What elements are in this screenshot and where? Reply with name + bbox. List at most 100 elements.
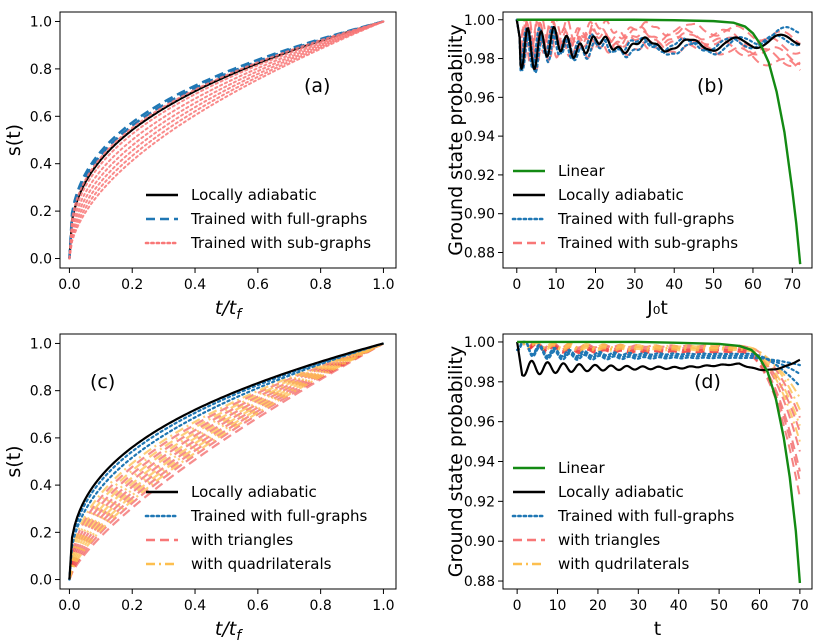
series-line-trained-with-full-graphs-0 bbox=[68, 20, 384, 259]
y-tick-label: 0.88 bbox=[464, 574, 495, 590]
y-axis-label: Ground state probability bbox=[445, 346, 467, 577]
series-line-locally-adiabatic-0 bbox=[515, 19, 801, 71]
x-tick-label: 70 bbox=[783, 277, 801, 293]
x-tick-label: 0.0 bbox=[58, 277, 80, 293]
y-tick-label: 0.90 bbox=[464, 207, 495, 223]
series-line-trained-with-full-graphs-1 bbox=[68, 20, 384, 259]
legend-label: Trained with sub-graphs bbox=[190, 234, 371, 252]
x-tick-label: 0.2 bbox=[121, 277, 143, 293]
series-line-with-quadrilaterals-2 bbox=[68, 342, 384, 580]
y-tick-label: 0.0 bbox=[30, 252, 52, 268]
legend: Locally adiabatic Trained with full-graph… bbox=[144, 483, 368, 573]
series-group bbox=[68, 342, 385, 581]
panel-d: 0 10 20 30 40 50 60 70 0.88 0.90 0.92 0.94 0.96 0.98 1… bbox=[445, 333, 813, 640]
y-tick-label: 0.96 bbox=[464, 90, 495, 106]
series-line-with-triangles-7 bbox=[68, 342, 384, 580]
axes-frame bbox=[502, 11, 813, 269]
legend-label: Locally adiabatic bbox=[558, 483, 684, 501]
legend-label: Locally adiabatic bbox=[558, 186, 684, 204]
y-tick-label: 0.8 bbox=[30, 62, 52, 78]
series-line-locally-adiabatic-0 bbox=[516, 341, 801, 377]
y-tick-label: 0.4 bbox=[30, 157, 52, 173]
x-tick-label: 30 bbox=[626, 277, 644, 293]
legend-label: Trained with sub-graphs bbox=[557, 234, 738, 252]
x-tick-label: 60 bbox=[744, 277, 762, 293]
x-axis-label: J₀t bbox=[646, 297, 668, 319]
x-tick-label: 10 bbox=[547, 277, 565, 293]
series-line-linear-0 bbox=[516, 18, 802, 265]
y-tick-label: 1.00 bbox=[464, 13, 495, 29]
y-axis-label: Ground state probability bbox=[445, 24, 467, 255]
legend: Linear Locally adiabatic Trained with full… bbox=[511, 162, 738, 252]
series-line-with-quadrilaterals-3 bbox=[68, 342, 384, 580]
legend: Locally adiabatic Trained with full-graph… bbox=[144, 186, 371, 252]
x-tick-label: 50 bbox=[705, 277, 723, 293]
series-line-with-quadrilaterals-5 bbox=[68, 342, 384, 580]
legend-label: Linear bbox=[558, 459, 605, 477]
legend-label: Locally adiabatic bbox=[191, 483, 317, 501]
x-axis-label: t/tf bbox=[215, 297, 243, 323]
x-tick-label: 0 bbox=[513, 598, 522, 614]
panel-label: (b) bbox=[697, 75, 724, 97]
legend-label: with quadrilaterals bbox=[191, 555, 332, 573]
series-line-linear-0 bbox=[517, 340, 802, 584]
y-tick-label: 1.00 bbox=[464, 335, 495, 351]
series-line-trained-with-sub-graphs-2 bbox=[68, 20, 385, 260]
y-tick-label: 0.6 bbox=[30, 431, 52, 447]
series-line-trained-with-sub-graphs-1 bbox=[68, 20, 385, 260]
x-tick-label: 40 bbox=[665, 277, 683, 293]
y-tick-label: 0.4 bbox=[30, 478, 52, 494]
legend: Linear Locally adiabatic Trained with full… bbox=[511, 459, 735, 573]
series-line-trained-with-sub-graphs-6 bbox=[68, 20, 385, 260]
series-line-with-triangles-0 bbox=[68, 342, 384, 580]
x-tick-label: 0.6 bbox=[247, 277, 269, 293]
x-tick-label: 30 bbox=[629, 598, 647, 614]
x-tick-label: 0 bbox=[512, 277, 521, 293]
panel-c: 0.0 0.2 0.4 0.6 0.8 1.0 0.0 0.2 0.4 0.6 0.8 1.0 t/tf… bbox=[3, 333, 397, 643]
x-tick-label: 60 bbox=[751, 598, 769, 614]
y-tick-label: 0.88 bbox=[464, 245, 495, 261]
legend-label: Linear bbox=[558, 162, 605, 180]
panel-b: 0 10 20 30 40 50 60 70 0.88 0.90 0.92 0.94 0.96 0.98 1… bbox=[445, 11, 813, 319]
x-tick-label: 70 bbox=[791, 598, 809, 614]
legend-label: with qudrilaterals bbox=[558, 555, 689, 573]
y-tick-label: 0.90 bbox=[464, 534, 495, 550]
panel-label: (c) bbox=[90, 371, 115, 393]
series-line-locally-adiabatic-0 bbox=[68, 342, 384, 580]
series-line-with-triangles-6 bbox=[68, 342, 384, 580]
series-line-with-triangles-3 bbox=[68, 342, 384, 580]
series-line-with-quadrilaterals-1 bbox=[68, 342, 384, 580]
series-line-with-qudrilaterals-1 bbox=[517, 340, 801, 411]
panel-a: 0.0 0.2 0.4 0.6 0.8 1.0 0.0 0.2 0.4 0.6 0.8 1.0 t/tf… bbox=[3, 11, 397, 323]
y-tick-label: 0.96 bbox=[464, 415, 495, 431]
axes-frame bbox=[59, 11, 397, 269]
legend-label: with triangles bbox=[558, 531, 660, 549]
x-tick-label: 0.4 bbox=[184, 277, 206, 293]
legend-label: Trained with full-graphs bbox=[557, 507, 735, 525]
legend-label: Locally adiabatic bbox=[191, 186, 317, 204]
series-line-trained-with-sub-graphs-3 bbox=[515, 18, 801, 55]
x-tick-label: 40 bbox=[670, 598, 688, 614]
series-line-with-quadrilaterals-4 bbox=[68, 342, 384, 580]
x-tick-label: 10 bbox=[549, 598, 567, 614]
axes-frame bbox=[59, 333, 397, 590]
series-line-with-quadrilaterals-0 bbox=[68, 342, 384, 580]
x-tick-label: 0.6 bbox=[247, 598, 269, 614]
x-tick-label: 50 bbox=[710, 598, 728, 614]
y-tick-label: 0.0 bbox=[30, 573, 52, 589]
panel-label: (a) bbox=[304, 75, 330, 97]
series-group bbox=[68, 20, 385, 260]
series-line-trained-with-full-graphs-1 bbox=[516, 340, 801, 388]
y-axis-label: s(t) bbox=[3, 124, 25, 156]
series-line-trained-with-sub-graphs-5 bbox=[68, 20, 385, 260]
x-tick-label: 1.0 bbox=[372, 598, 394, 614]
y-tick-label: 1.0 bbox=[30, 14, 52, 30]
y-axis-label: s(t) bbox=[3, 445, 25, 477]
x-tick-label: 0.0 bbox=[58, 598, 80, 614]
panel-label: (d) bbox=[694, 371, 721, 393]
y-tick-label: 0.2 bbox=[30, 204, 52, 220]
x-tick-label: 0.2 bbox=[121, 598, 143, 614]
x-tick-label: 1.0 bbox=[372, 277, 394, 293]
x-tick-label: 20 bbox=[589, 598, 607, 614]
x-axis-label: t/tf bbox=[215, 618, 243, 643]
